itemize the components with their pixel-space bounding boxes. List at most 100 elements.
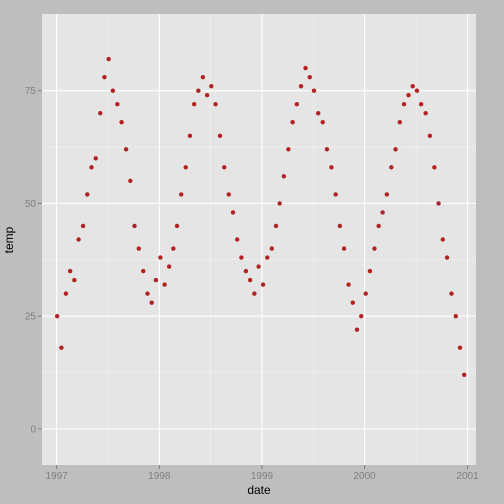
minor-gridlines — [42, 14, 476, 465]
data-point — [93, 156, 98, 161]
data-point — [80, 223, 86, 229]
data-point — [427, 133, 433, 138]
data-point — [273, 223, 279, 229]
x-tick-label: 2000 — [353, 471, 376, 482]
data-point — [153, 277, 159, 283]
data-point — [106, 56, 111, 62]
data-point — [367, 268, 373, 274]
data-point — [444, 255, 450, 260]
data-point — [209, 83, 214, 89]
data-point — [290, 120, 295, 125]
data-point — [174, 223, 180, 229]
data-point — [281, 174, 287, 179]
data-point — [260, 282, 266, 287]
data-point — [436, 201, 441, 206]
data-point — [204, 92, 210, 98]
plot-panel — [42, 14, 476, 465]
major-gridlines — [42, 14, 476, 465]
data-point — [243, 268, 249, 274]
x-axis-ticks: 1997 1998 1999 2000 2001 — [46, 465, 479, 482]
y-tick-label: 50 — [25, 199, 37, 210]
data-point — [449, 291, 454, 296]
data-point — [89, 165, 94, 170]
data-point — [269, 246, 274, 251]
data-point — [67, 268, 73, 274]
data-point — [397, 120, 402, 125]
data-point — [235, 237, 240, 242]
data-point — [59, 345, 64, 350]
data-point — [265, 255, 270, 260]
data-point — [72, 277, 77, 283]
data-point — [200, 74, 206, 80]
data-point — [414, 88, 420, 93]
data-point — [102, 74, 107, 80]
data-point — [196, 88, 201, 93]
data-point — [115, 102, 120, 107]
data-point — [141, 268, 146, 274]
data-point — [341, 246, 347, 251]
data-point — [307, 74, 312, 80]
data-point — [54, 313, 60, 319]
data-point — [393, 147, 398, 152]
data-point — [213, 102, 218, 107]
data-point — [389, 165, 394, 170]
y-tick-label: 75 — [25, 86, 37, 97]
x-axis-title: date — [247, 483, 271, 497]
data-point — [166, 264, 172, 269]
data-point — [286, 147, 291, 152]
data-point — [453, 313, 458, 319]
y-axis-ticks: 0 25 50 75 — [25, 86, 42, 435]
x-tick-label: 2001 — [456, 471, 479, 482]
data-point — [252, 291, 257, 296]
data-point — [277, 201, 282, 206]
data-point — [230, 210, 236, 215]
data-point — [418, 102, 424, 107]
data-point — [311, 88, 317, 93]
data-point — [461, 372, 467, 377]
data-point — [76, 237, 81, 242]
y-axis-title: temp — [2, 226, 16, 253]
data-point — [222, 165, 227, 170]
data-point — [132, 223, 137, 229]
data-point — [401, 102, 407, 107]
data-point — [380, 210, 385, 215]
data-point — [226, 192, 231, 197]
data-point — [128, 178, 133, 184]
x-tick-label: 1997 — [46, 471, 69, 482]
x-tick-label: 1999 — [251, 471, 274, 482]
data-point — [384, 192, 390, 197]
data-point — [406, 92, 411, 98]
data-point — [440, 237, 446, 242]
data-point — [171, 246, 176, 251]
data-point — [298, 83, 304, 89]
data-point — [346, 282, 351, 287]
data-point — [191, 102, 197, 107]
data-point — [179, 192, 184, 197]
data-point — [333, 192, 338, 197]
data-point — [158, 255, 163, 260]
data-point — [294, 102, 300, 107]
data-point — [136, 246, 141, 251]
data-point — [354, 327, 360, 332]
data-point — [239, 255, 244, 260]
x-tick-label: 1998 — [148, 471, 171, 482]
data-point — [149, 300, 154, 305]
data-point — [372, 246, 377, 251]
data-point — [85, 192, 90, 197]
data-point — [119, 120, 124, 125]
data-point — [303, 65, 308, 71]
data-point — [363, 291, 368, 296]
data-point — [110, 88, 116, 93]
data-point — [98, 111, 103, 116]
data-point — [217, 133, 223, 138]
data-point — [337, 223, 343, 229]
data-point — [187, 133, 193, 138]
data-point — [432, 165, 437, 170]
y-tick-label: 25 — [25, 312, 37, 323]
data-point — [329, 165, 334, 170]
data-point — [359, 313, 364, 319]
data-point — [247, 277, 253, 283]
data-point — [410, 83, 415, 89]
data-point — [423, 111, 428, 116]
